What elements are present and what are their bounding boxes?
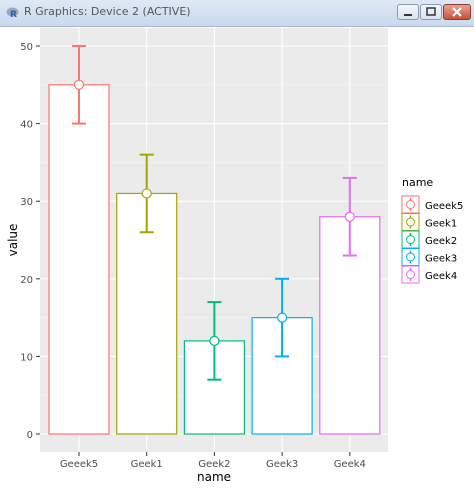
- close-icon: [452, 7, 462, 17]
- point-geek1: [141, 188, 152, 199]
- y-tick-label: 0: [27, 430, 33, 441]
- point-geek3: [277, 312, 288, 323]
- point-geeek5: [73, 79, 85, 90]
- x-tick-label-geek4: Geek4: [334, 459, 366, 470]
- title-bar[interactable]: R R Graphics: Device 2 (ACTIVE): [0, 0, 474, 27]
- x-tick-label-geek2: Geek2: [198, 459, 230, 470]
- minimize-button[interactable]: [397, 4, 419, 20]
- point-geek4: [344, 211, 355, 222]
- point-geek2: [209, 335, 220, 346]
- legend-label-geek1: Geek1: [425, 219, 457, 230]
- x-axis-title: name: [197, 470, 231, 484]
- y-tick-label: 50: [20, 42, 33, 53]
- legend-key-point: [406, 252, 415, 262]
- legend-key-point: [406, 217, 415, 227]
- legend-title: name: [402, 176, 433, 189]
- legend-label-geeek5: Geeek5: [425, 201, 463, 212]
- legend-label-geek3: Geek3: [425, 254, 457, 265]
- x-tick-label-geek3: Geek3: [266, 459, 298, 470]
- x-tick-label-geeek5: Geeek5: [60, 459, 98, 470]
- y-tick-label: 30: [20, 197, 33, 208]
- restore-button[interactable]: [420, 4, 442, 20]
- legend-label-geek4: Geek4: [425, 271, 457, 282]
- legend-key-point: [406, 200, 415, 209]
- bar-geeek5: [48, 84, 110, 435]
- x-tick-label-geek1: Geek1: [131, 459, 163, 470]
- y-tick-label: 40: [20, 120, 33, 131]
- bar-chart: 0 10 20 30 40 50 Geeek5 Geek1 Geek2 Geek3 Geek4 nam…: [6, 28, 463, 484]
- restore-icon: [426, 7, 436, 16]
- minimize-icon: [404, 14, 412, 16]
- close-button[interactable]: [443, 4, 471, 20]
- y-tick-label: 20: [20, 275, 33, 286]
- r-app-icon: R: [6, 7, 19, 19]
- legend-label-geek2: Geek2: [425, 236, 457, 247]
- legend-key-point: [406, 270, 415, 279]
- svg-text:R: R: [10, 10, 17, 19]
- y-tick-label: 10: [20, 352, 33, 363]
- window-title: R Graphics: Device 2 (ACTIVE): [24, 5, 191, 18]
- y-axis-title: value: [6, 224, 20, 257]
- legend-key-point: [406, 235, 415, 244]
